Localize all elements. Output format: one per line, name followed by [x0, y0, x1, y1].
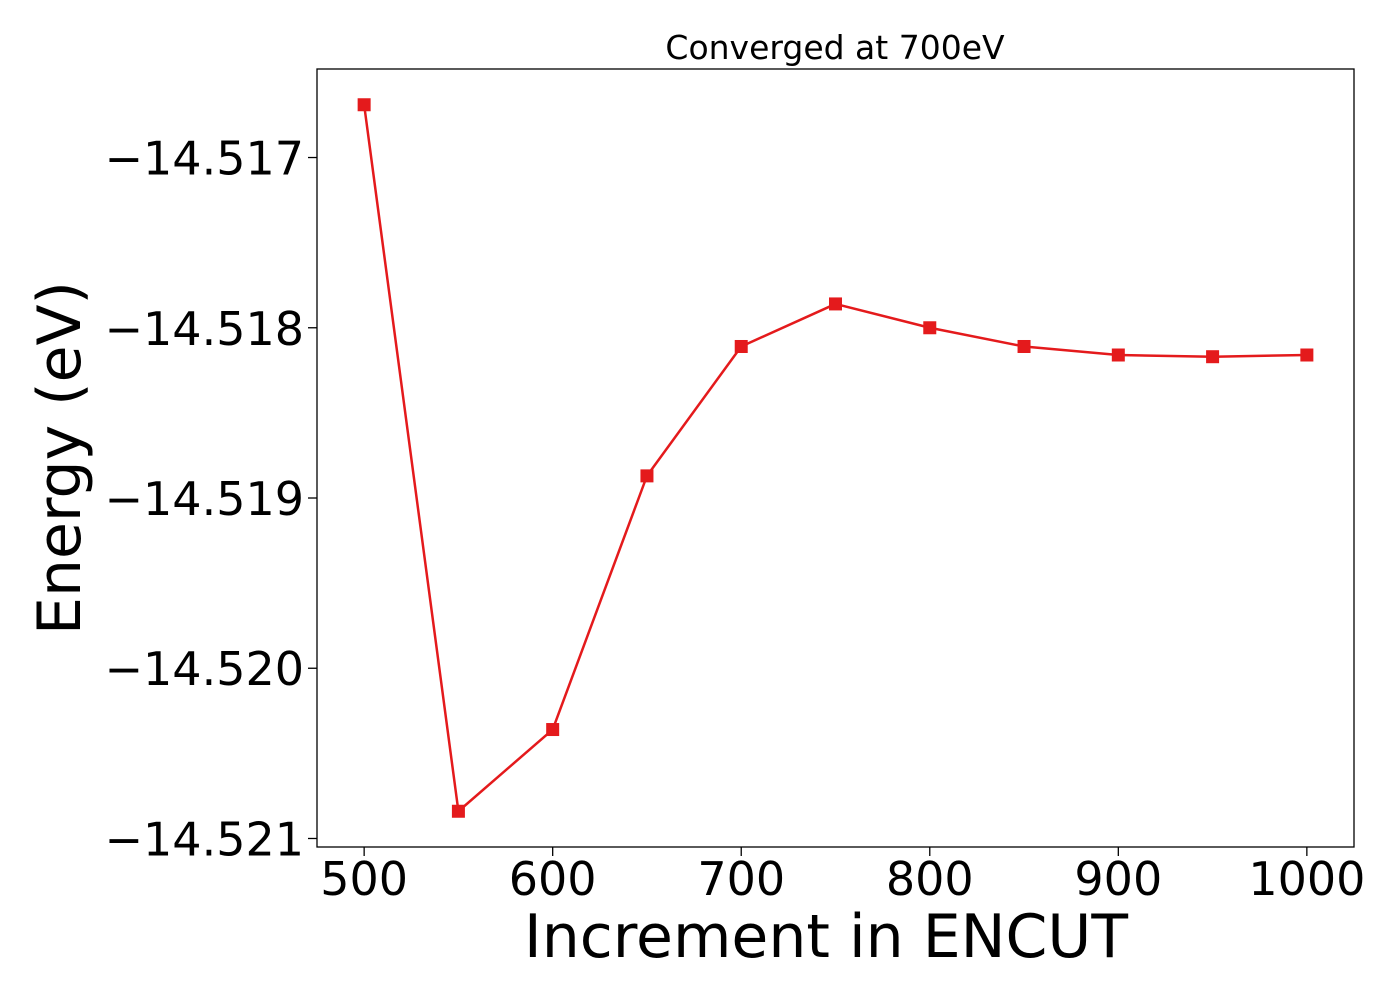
y-tick-label: −14.519	[105, 472, 305, 526]
x-axis-label: Increment in ENCUT	[524, 902, 1128, 972]
data-point-marker	[546, 723, 560, 737]
data-point-marker	[923, 321, 937, 335]
data-point-marker	[1111, 348, 1125, 362]
y-axis-ticks: −14.517 −14.518 −14.519 −14.520 −14.521	[105, 132, 317, 866]
y-tick-label: −14.520	[105, 642, 305, 696]
x-tick-label: 700	[697, 852, 785, 906]
y-tick-label: −14.517	[105, 132, 305, 186]
data-point-marker	[1206, 350, 1220, 364]
data-point-marker	[1300, 348, 1314, 362]
data-point-marker	[640, 469, 654, 483]
series-line	[362, 104, 1307, 813]
x-tick-label: 500	[320, 852, 408, 906]
data-point-marker	[734, 339, 748, 353]
x-tick-label: 900	[1074, 852, 1162, 906]
chart-title: Converged at 700eV	[665, 28, 1005, 67]
x-axis-ticks: 500 600 700 800 900 1000	[320, 847, 1365, 906]
data-point-marker	[829, 297, 842, 311]
plot-area-frame	[316, 68, 1355, 848]
data-point-marker	[451, 804, 465, 818]
data-point-marker	[357, 98, 371, 112]
y-tick-label: −14.518	[105, 302, 305, 356]
data-series	[357, 98, 1314, 818]
x-tick-label: 1000	[1248, 852, 1365, 906]
x-tick-label: 800	[886, 852, 974, 906]
y-axis-label: Energy (eV)	[25, 281, 95, 635]
y-tick-label: −14.521	[105, 812, 305, 866]
data-point-marker	[1017, 339, 1031, 353]
x-tick-label: 600	[509, 852, 597, 906]
